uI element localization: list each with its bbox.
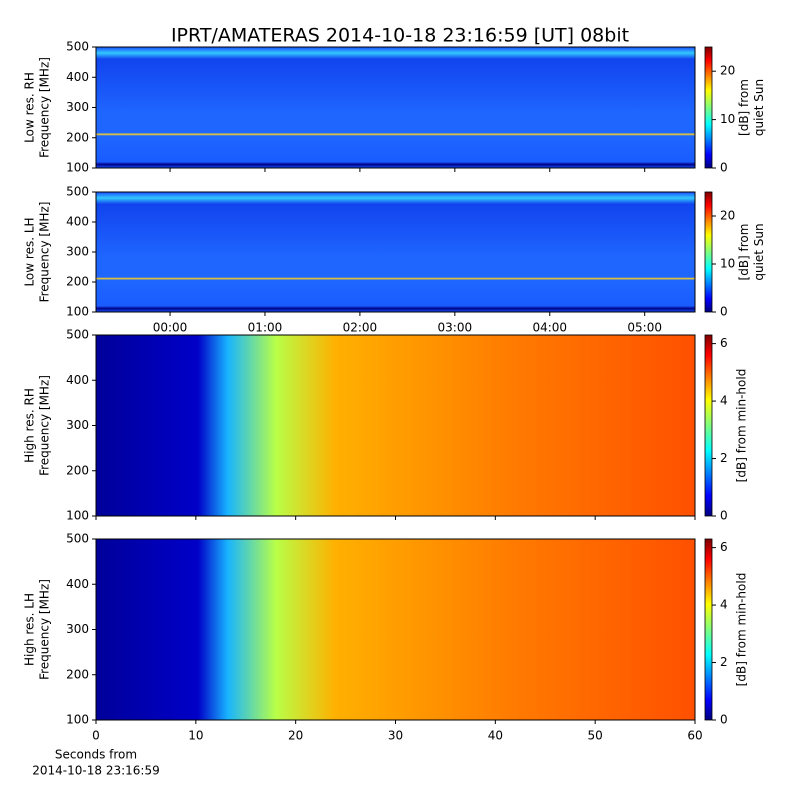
spectrogram [96,335,695,516]
y-tick-label: 300 [66,245,89,259]
y-tick-label: 300 [66,100,89,114]
colorbar [704,46,713,169]
y-axis-label: Frequency [MHz] [38,57,52,158]
colorbar-tick-label: 2 [720,451,728,465]
y-tick-label: 400 [66,373,89,387]
x-tick-label: 0 [92,729,100,743]
y-axis-label: High res. LH [23,593,37,666]
y-tick-label: 300 [66,418,89,432]
x-tick-label: 03:00 [438,321,473,335]
y-tick-label: 200 [66,667,89,681]
colorbar-tick-label: 0 [720,161,728,175]
x-tick-label: 00:00 [153,321,188,335]
y-tick-label: 100 [66,713,89,727]
y-tick-label: 500 [66,328,89,342]
colorbar-tick-label: 10 [720,257,735,271]
colorbar-tick-label: 0 [720,305,728,319]
y-tick-label: 500 [66,532,89,546]
x-axis-label: 2014-10-18 23:16:59 [32,764,159,778]
x-axis-label: Seconds from [55,748,137,762]
colorbar-label: [dB] from [737,79,751,136]
colorbar [704,538,713,721]
y-axis-label: Frequency [MHz] [38,202,52,303]
colorbar-label: quiet Sun [752,79,766,136]
y-tick-label: 400 [66,215,89,229]
x-tick-label: 02:00 [343,321,378,335]
x-tick-label: 04:00 [532,321,567,335]
y-tick-label: 300 [66,622,89,636]
x-tick-label: 01:00 [248,321,283,335]
x-tick-label: 30 [388,729,403,743]
colorbar-tick-label: 0 [720,713,728,727]
spectrogram [96,47,695,168]
y-tick-label: 200 [66,130,89,144]
x-tick-label: 20 [288,729,303,743]
y-axis-label: High res. RH [23,388,37,463]
colorbar-tick-label: 20 [720,209,735,223]
y-tick-label: 200 [66,275,89,289]
colorbar-tick-label: 4 [720,598,728,612]
colorbar-label: [dB] from min-hold [735,369,749,483]
y-axis-label: Frequency [MHz] [38,375,52,476]
x-tick-label: 40 [488,729,503,743]
colorbar-label: quiet Sun [752,223,766,280]
colorbar-tick-label: 6 [720,540,728,554]
y-tick-label: 500 [66,40,89,54]
colorbar-label: [dB] from min-hold [735,573,749,687]
colorbar [704,334,713,517]
spectrogram [96,539,695,720]
y-tick-label: 100 [66,161,89,175]
y-tick-label: 100 [66,305,89,319]
colorbar [704,191,713,313]
figure-title: IPRT/AMATERAS 2014-10-18 23:16:59 [UT] 0… [171,25,629,47]
y-tick-label: 200 [66,463,89,477]
spectrogram [96,192,695,312]
x-tick-label: 60 [687,729,702,743]
y-axis-label: Low res. LH [23,217,37,286]
x-tick-label: 50 [588,729,603,743]
colorbar-tick-label: 10 [720,112,735,126]
colorbar-tick-label: 4 [720,394,728,408]
y-axis-label: Frequency [MHz] [38,579,52,680]
colorbar-label: [dB] from [737,224,751,281]
colorbar-tick-label: 2 [720,655,728,669]
y-tick-label: 400 [66,70,89,84]
colorbar-tick-label: 20 [720,64,735,78]
x-tick-label: 10 [188,729,203,743]
y-tick-label: 400 [66,577,89,591]
colorbar-tick-label: 6 [720,336,728,350]
y-tick-label: 500 [66,185,89,199]
y-axis-label: Low res. RH [23,72,37,143]
y-tick-label: 100 [66,509,89,523]
x-tick-label: 05:00 [627,321,662,335]
colorbar-tick-label: 0 [720,509,728,523]
